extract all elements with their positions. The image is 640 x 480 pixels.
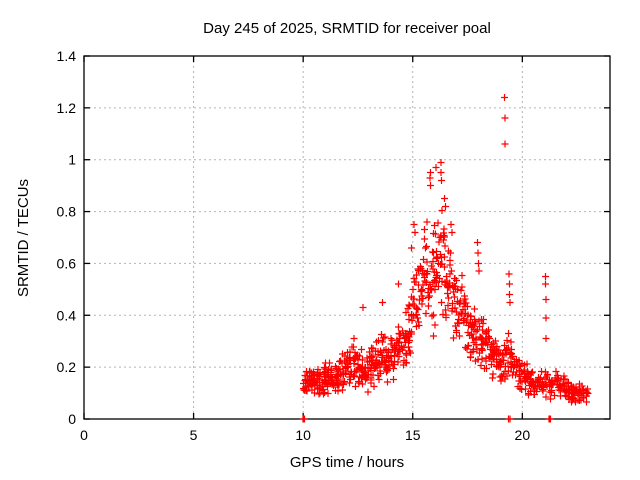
tick-labels: 0 5 10 15 20 0 0.2 0.4 0.6 0.8 1 1.2 1.4 [57,48,531,443]
y-tick-label: 0 [68,411,76,427]
plot-border [83,55,611,420]
x-tick-label: 20 [515,427,531,443]
chart-title: Day 245 of 2025, SRMTID for receiver poa… [203,20,491,37]
y-tick-label: 0.6 [57,255,77,271]
y-tick-label: 1.2 [57,100,77,116]
gridlines [84,56,610,419]
data-point-markers [299,94,592,423]
y-tick-label: 1.4 [57,48,77,64]
y-tick-label: 1 [68,152,76,168]
y-axis-label: SRMTID / TECUs [15,179,32,297]
y-tick-label: 0.2 [57,359,77,375]
scatter-points [299,94,592,423]
x-tick-label: 15 [405,427,421,443]
x-tick-label: 5 [190,427,198,443]
x-axis-label: GPS time / hours [290,454,404,471]
x-tick-label: 0 [80,427,88,443]
y-tick-label: 0.4 [57,307,77,323]
x-tick-label: 10 [295,427,311,443]
y-tick-label: 0.8 [57,204,77,220]
